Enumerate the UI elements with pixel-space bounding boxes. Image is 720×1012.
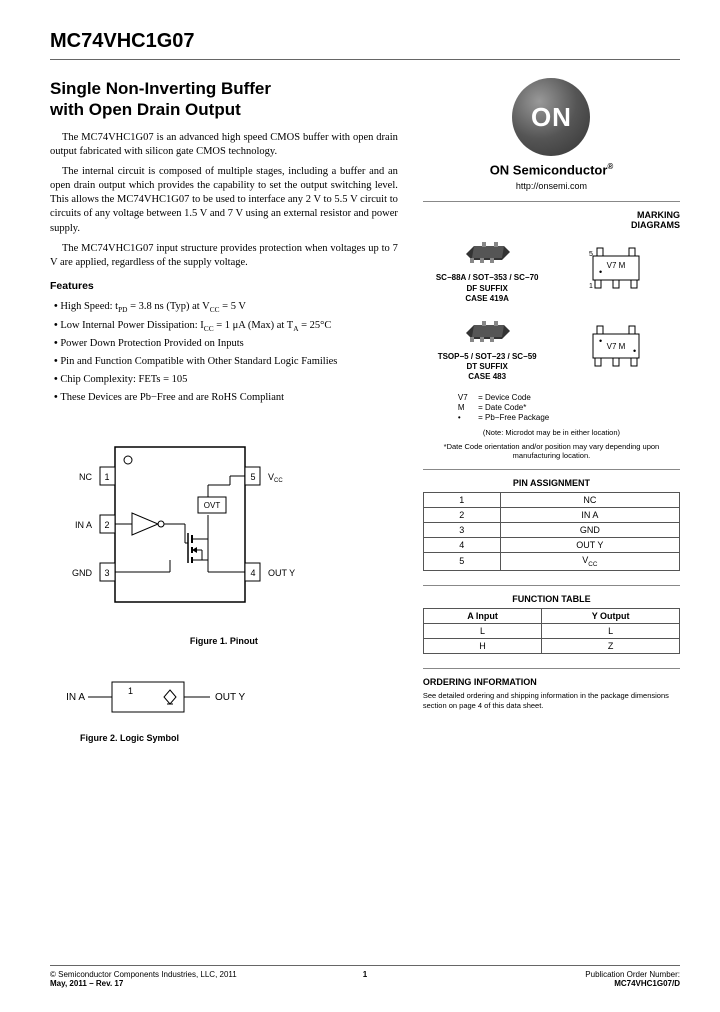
svg-text:•: • (599, 267, 602, 277)
package-row: SC−88A / SOT−353 / SC−70DF SUFFIXCASE 41… (423, 236, 680, 304)
package-row: TSOP−5 / SOT−23 / SC−59DT SUFFIXCASE 483… (423, 315, 680, 383)
para2: The internal circuit is composed of mult… (50, 165, 398, 236)
table-row: 3GND (423, 523, 679, 538)
svg-text:OUT Y: OUT Y (268, 568, 295, 578)
func-heading: FUNCTION TABLE (423, 594, 680, 604)
svg-text:2: 2 (104, 520, 109, 530)
marking-heading: MARKINGDIAGRAMS (423, 210, 680, 230)
brand: ON Semiconductor® (423, 162, 680, 177)
table-row: 1NC (423, 493, 679, 508)
svg-text:IN A: IN A (66, 692, 85, 703)
marking-icon: V7 M • • (581, 322, 651, 370)
footer-page: 1 (363, 970, 367, 979)
rule-top (50, 59, 680, 60)
feature-item: High Speed: tPD = 3.8 ns (Typ) at VCC = … (54, 298, 398, 317)
fig1-caption: Figure 1. Pinout (50, 636, 398, 646)
para1: The MC74VHC1G07 is an advanced high spee… (50, 131, 398, 159)
pin-table: 1NC2IN A3GND4OUT Y5VCC (423, 492, 680, 571)
order-heading: ORDERING INFORMATION (423, 677, 680, 687)
svg-text:OUT Y: OUT Y (215, 692, 246, 703)
svg-text:IN A: IN A (75, 520, 92, 530)
svg-text:1: 1 (128, 686, 133, 696)
pinout-svg: 1 NC 2 IN A 3 GND 5 VCC 4 OUT Y (50, 435, 300, 625)
table-row: HZ (423, 638, 679, 653)
svg-text:GND: GND (72, 568, 93, 578)
table-row: 5VCC (423, 553, 679, 571)
legend: V7 = Device CodeM = Date Code*• = Pb−Fre… (423, 393, 680, 424)
footer-rev: May, 2011 − Rev. 17 (50, 979, 123, 988)
footer-pub: Publication Order Number: (585, 970, 680, 979)
svg-text:5: 5 (250, 472, 255, 482)
svg-text:3: 3 (104, 568, 109, 578)
figure-1: 1 NC 2 IN A 3 GND 5 VCC 4 OUT Y (50, 435, 398, 646)
footer: © Semiconductor Components Industries, L… (50, 965, 680, 988)
title: Single Non-Inverting Buffer with Open Dr… (50, 78, 398, 121)
svg-text:OVT: OVT (204, 501, 221, 510)
features-list: High Speed: tPD = 3.8 ns (Typ) at VCC = … (50, 298, 398, 407)
feature-item: Chip Complexity: FETs = 105 (54, 371, 398, 389)
table-row: 4OUT Y (423, 538, 679, 553)
date-note: *Date Code orientation and/or position m… (423, 442, 680, 462)
feature-item: Low Internal Power Dissipation: ICC = 1 … (54, 317, 398, 336)
right-column: ON ON Semiconductor® http://onsemi.com M… (423, 78, 680, 743)
package-icon (460, 315, 515, 347)
footer-pn: MC74VHC1G07/D (614, 979, 680, 988)
features-heading: Features (50, 280, 398, 292)
microdot-note: (Note: Microdot may be in either locatio… (423, 428, 680, 438)
svg-text:1: 1 (589, 283, 593, 290)
feature-item: These Devices are Pb−Free and are RoHS C… (54, 389, 398, 407)
svg-text:•: • (599, 336, 602, 346)
figure-2: IN A 1 OUT Y Figure 2. Logic Symbol (50, 672, 398, 743)
para3: The MC74VHC1G07 input structure provides… (50, 242, 398, 270)
svg-text:4: 4 (250, 568, 255, 578)
on-logo-icon: ON (512, 78, 590, 156)
svg-text:NC: NC (79, 472, 92, 482)
svg-text:•: • (633, 346, 636, 356)
svg-text:5: 5 (589, 251, 593, 258)
svg-text:V7 M: V7 M (606, 342, 625, 351)
svg-text:V7 M: V7 M (606, 261, 625, 270)
title-line2: with Open Drain Output (50, 100, 241, 119)
svg-text:VCC: VCC (268, 472, 283, 484)
fig2-caption: Figure 2. Logic Symbol (50, 733, 398, 743)
table-row: LL (423, 623, 679, 638)
left-column: Single Non-Inverting Buffer with Open Dr… (50, 78, 398, 743)
order-text: See detailed ordering and shipping infor… (423, 691, 680, 711)
package-icon (460, 236, 515, 268)
feature-item: Pin and Function Compatible with Other S… (54, 353, 398, 371)
svg-text:1: 1 (104, 472, 109, 482)
part-number: MC74VHC1G07 (50, 30, 680, 53)
feature-item: Power Down Protection Provided on Inputs (54, 335, 398, 353)
footer-copyright: © Semiconductor Components Industries, L… (50, 970, 237, 979)
marking-icon: V7 M • 5 1 (581, 244, 651, 292)
table-row: 2IN A (423, 508, 679, 523)
pin-heading: PIN ASSIGNMENT (423, 478, 680, 488)
function-table: A InputY OutputLLHZ (423, 608, 680, 654)
url: http://onsemi.com (423, 181, 680, 191)
logic-svg: IN A 1 OUT Y (50, 672, 270, 722)
title-line1: Single Non-Inverting Buffer (50, 79, 271, 98)
